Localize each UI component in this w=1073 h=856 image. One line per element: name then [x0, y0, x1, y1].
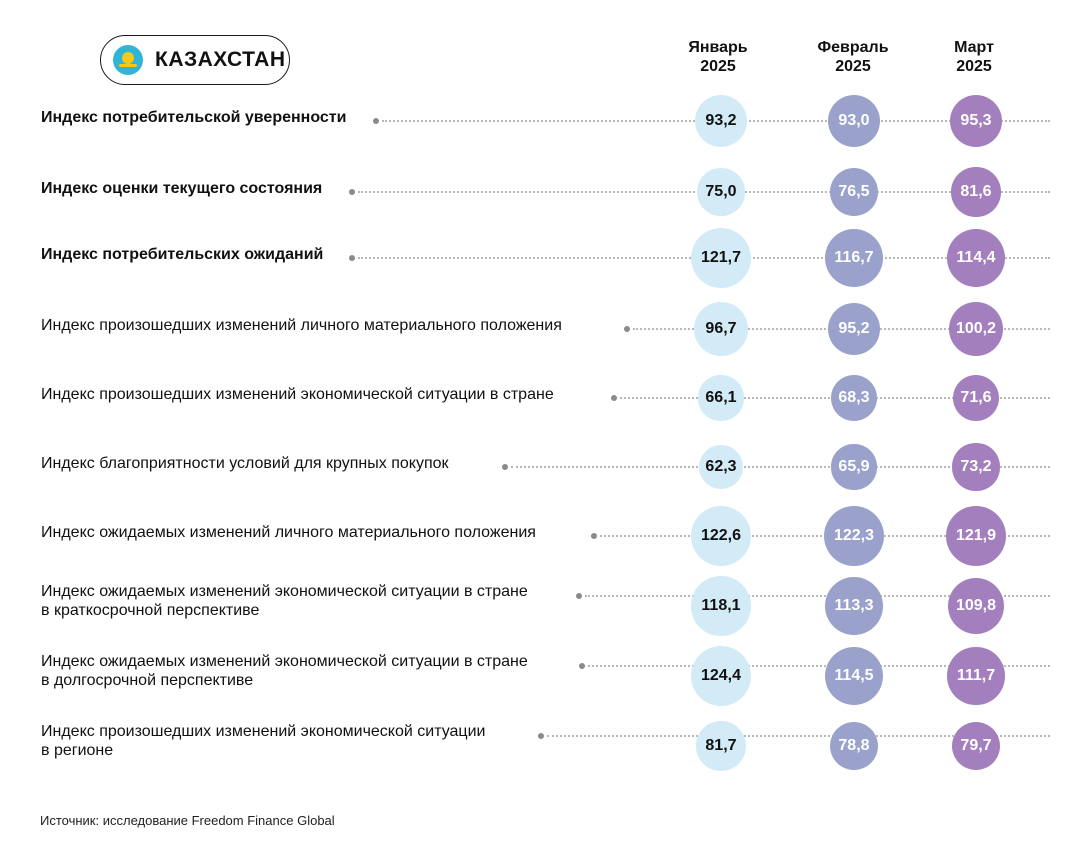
row-label-line: Индекс благоприятности условий для крупн…: [41, 455, 449, 472]
value-bubble-mar: 121,9: [946, 506, 1006, 566]
table-row: Индекс ожидаемых изменений личного матер…: [0, 501, 1073, 571]
row-label: Индекс благоприятности условий для крупн…: [41, 454, 449, 473]
row-label: Индекс потребительской уверенности: [41, 108, 346, 127]
column-month: Февраль: [817, 39, 889, 56]
column-header-mar: Март 2025: [914, 38, 1034, 76]
value-bubble-jan: 124,4: [691, 646, 751, 706]
row-label-line: Индекс оценки текущего состояния: [41, 180, 323, 197]
row-label: Индекс оценки текущего состояния: [41, 179, 322, 198]
table-row: Индекс произошедших изменений экономичес…: [0, 363, 1073, 433]
value-bubble-mar: 100,2: [948, 301, 1004, 357]
value-bubble-feb: 78,8: [829, 721, 879, 771]
row-label-line: Индекс произошедших изменений экономичес…: [41, 386, 554, 403]
value-bubble-jan: 62,3: [698, 444, 744, 490]
value-bubble-jan: 122,6: [691, 506, 751, 566]
value-bubble-feb: 113,3: [825, 577, 883, 635]
row-label-line: в долгосрочной перспективе: [41, 672, 254, 689]
value-bubble-feb: 68,3: [831, 375, 877, 421]
row-label-line: Индекс ожидаемых изменений экономической…: [41, 653, 528, 670]
table-row: Индекс благоприятности условий для крупн…: [0, 432, 1073, 502]
leader-dot: [349, 255, 355, 261]
leader-line: [588, 665, 1050, 667]
country-badge: КАЗАХСТАН: [100, 35, 290, 85]
leader-dot: [373, 118, 379, 124]
row-label-line: Индекс произошедших изменений экономичес…: [41, 723, 486, 740]
column-month: Март: [954, 39, 994, 56]
row-label: Индекс ожидаемых изменений экономической…: [41, 652, 528, 690]
value-bubble-jan: 118,1: [691, 576, 751, 636]
row-label: Индекс произошедших изменений экономичес…: [41, 385, 554, 404]
leader-dot: [576, 593, 582, 599]
value-bubble-jan: 93,2: [694, 94, 748, 148]
table-row: Индекс произошедших изменений экономичес…: [0, 711, 1073, 781]
row-label-line: Индекс потребительских ожиданий: [41, 246, 324, 263]
table-row: Индекс оценки текущего состояния 75,0 76,5…: [0, 157, 1073, 227]
row-label-line: в регионе: [41, 742, 114, 759]
leader-dot: [538, 733, 544, 739]
row-label-line: Индекс ожидаемых изменений экономической…: [41, 583, 528, 600]
leader-dot: [502, 464, 508, 470]
row-label: Индекс ожидаемых изменений экономической…: [41, 582, 528, 620]
table-row: Индекс потребительских ожиданий 121,7 116,…: [0, 223, 1073, 293]
leader-dot: [349, 189, 355, 195]
value-bubble-mar: 73,2: [952, 443, 1000, 491]
value-bubble-jan: 75,0: [697, 168, 745, 216]
value-bubble-feb: 65,9: [831, 444, 877, 490]
country-name: КАЗАХСТАН: [155, 48, 286, 71]
column-header-feb: Февраль 2025: [793, 38, 913, 76]
leader-line: [547, 735, 1050, 737]
table-row: Индекс произошедших изменений личного ма…: [0, 294, 1073, 364]
value-bubble-jan: 66,1: [698, 375, 744, 421]
value-bubble-mar: 79,7: [951, 721, 1001, 771]
leader-line: [511, 466, 1050, 468]
value-bubble-feb: 122,3: [824, 506, 884, 566]
column-year: 2025: [956, 58, 992, 75]
value-bubble-mar: 95,3: [949, 94, 1003, 148]
leader-dot: [579, 663, 585, 669]
value-bubble-mar: 109,8: [947, 577, 1005, 635]
value-bubble-feb: 93,0: [827, 94, 881, 148]
row-label: Индекс потребительских ожиданий: [41, 245, 323, 264]
value-bubble-feb: 76,5: [830, 168, 878, 216]
source-note: Источник: исследование Freedom Finance G…: [40, 813, 335, 828]
table-row: Индекс потребительской уверенности 93,2 93…: [0, 86, 1073, 156]
row-label-line: Индекс ожидаемых изменений личного матер…: [41, 524, 536, 541]
value-bubble-mar: 111,7: [947, 647, 1005, 705]
value-bubble-mar: 71,6: [952, 374, 1000, 422]
value-bubble-feb: 114,5: [824, 646, 884, 706]
value-bubble-feb: 95,2: [827, 302, 881, 356]
value-bubble-mar: 114,4: [946, 228, 1006, 288]
row-label-line: Индекс произошедших изменений личного ма…: [41, 317, 562, 334]
column-header-jan: Январь 2025: [658, 38, 778, 76]
leader-dot: [591, 533, 597, 539]
table-row: Индекс ожидаемых изменений экономической…: [0, 641, 1073, 711]
row-label: Индекс произошедших изменений экономичес…: [41, 722, 485, 760]
row-label-line: Индекс потребительской уверенности: [41, 109, 347, 126]
table-row: Индекс ожидаемых изменений экономической…: [0, 571, 1073, 641]
leader-line: [585, 595, 1050, 597]
value-bubble-jan: 121,7: [691, 228, 751, 288]
value-bubble-mar: 81,6: [951, 167, 1001, 217]
row-label: Индекс произошедших изменений личного ма…: [41, 316, 562, 335]
column-year: 2025: [835, 58, 871, 75]
value-bubble-feb: 116,7: [824, 228, 884, 288]
row-label-line: в краткосрочной перспективе: [41, 602, 260, 619]
column-month: Январь: [688, 39, 748, 56]
row-label: Индекс ожидаемых изменений личного матер…: [41, 523, 536, 542]
column-year: 2025: [700, 58, 736, 75]
leader-dot: [624, 326, 630, 332]
leader-dot: [611, 395, 617, 401]
value-bubble-jan: 81,7: [696, 721, 746, 771]
value-bubble-jan: 96,7: [694, 302, 748, 356]
kazakhstan-flag-icon: [113, 45, 143, 75]
